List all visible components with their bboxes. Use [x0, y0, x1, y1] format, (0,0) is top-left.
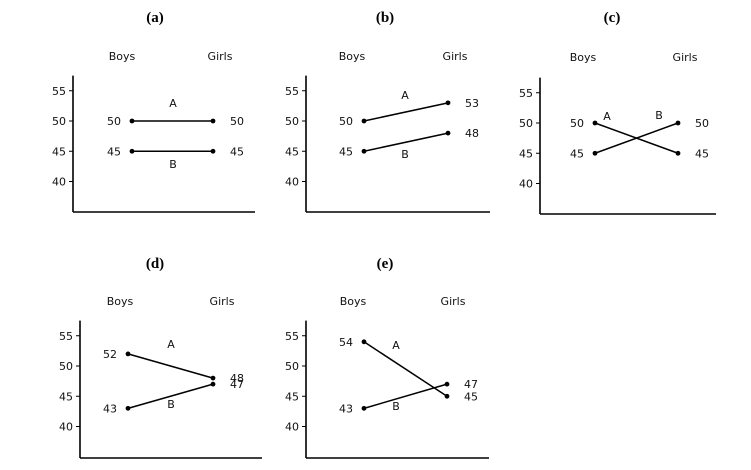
chart-panel-2: (b) Boys Girls 55 50 45 40 50 53 A 45 48 B: [285, 10, 490, 213]
series-line-B: [594, 122, 679, 154]
series-label-A: A: [392, 339, 400, 352]
data-label: 45: [230, 145, 244, 158]
series-label-B: B: [392, 400, 400, 413]
data-point: [592, 150, 598, 156]
category-label-girls: Girls: [210, 295, 235, 308]
chart-panel-5: (e) Boys Girls 55 50 45 40 54 45 A 43 47 B: [285, 256, 489, 459]
data-point: [444, 393, 450, 399]
series-label-B: B: [401, 148, 409, 161]
y-tick-label: 45: [285, 145, 299, 158]
y-tick-label: 45: [59, 390, 73, 403]
series-line-B: [363, 132, 449, 152]
data-label: 43: [339, 402, 353, 415]
category-label-girls: Girls: [208, 50, 233, 63]
series-line-B: [363, 383, 448, 410]
y-tick-label: 50: [59, 360, 73, 373]
category-label-boys: Boys: [107, 295, 134, 308]
series-label-B: B: [169, 158, 177, 171]
data-label: 52: [103, 348, 117, 361]
series-line-A: [363, 341, 448, 397]
data-point: [361, 148, 367, 154]
category-label-girls: Girls: [673, 51, 698, 64]
y-tick-label: 50: [285, 115, 299, 128]
series-line-A: [127, 353, 214, 379]
y-tick-label: 50: [285, 360, 299, 373]
data-point: [361, 118, 367, 124]
series-label-B: B: [655, 109, 663, 122]
chart-panel-1: (a) Boys Girls 55 50 45 40 50 50 A 45 45 B: [52, 10, 255, 213]
data-point: [445, 130, 451, 136]
data-point: [210, 381, 216, 387]
data-point: [592, 120, 598, 126]
data-label: 50: [230, 115, 244, 128]
data-label: 50: [107, 115, 121, 128]
data-point: [210, 118, 216, 124]
data-label: 48: [465, 127, 479, 140]
panel-label: (a): [146, 10, 164, 26]
y-tick-label: 50: [52, 115, 66, 128]
data-point: [675, 120, 681, 126]
data-point: [444, 381, 450, 387]
chart-panel-3: (c) Boys Girls 55 50 45 40 50 45 A 45 50 B: [519, 10, 716, 215]
y-tick-label: 40: [519, 178, 533, 191]
y-tick-label: 40: [285, 421, 299, 434]
data-label: 47: [464, 378, 478, 391]
category-label-boys: Boys: [340, 295, 367, 308]
panel-label: (d): [146, 256, 164, 272]
data-label: 50: [570, 117, 584, 130]
data-point: [129, 118, 135, 124]
data-point: [361, 405, 367, 411]
data-label: 45: [464, 390, 478, 403]
data-point: [210, 148, 216, 154]
panel-label: (e): [377, 256, 394, 272]
data-point: [129, 148, 135, 154]
y-tick-label: 40: [52, 176, 66, 189]
y-tick-label: 40: [285, 176, 299, 189]
panel-label: (b): [376, 10, 394, 26]
y-tick-label: 55: [52, 85, 66, 98]
series-label-A: A: [603, 110, 611, 123]
chart-panel-4: (d) Boys Girls 55 50 45 40 52 48 A 43 47 B: [59, 256, 262, 459]
series-label-A: A: [169, 97, 177, 110]
data-label: 43: [103, 402, 117, 415]
y-tick-label: 45: [285, 390, 299, 403]
data-point: [361, 339, 367, 345]
data-label: 45: [695, 147, 709, 160]
series-line-B: [127, 383, 214, 410]
y-tick-label: 45: [519, 147, 533, 160]
data-label: 50: [339, 115, 353, 128]
y-tick-label: 50: [519, 117, 533, 130]
category-label-boys: Boys: [109, 50, 136, 63]
data-point: [125, 405, 131, 411]
series-label-A: A: [401, 89, 409, 102]
data-point: [125, 351, 131, 357]
y-tick-label: 55: [519, 87, 533, 100]
data-point: [210, 375, 216, 381]
data-label: 50: [695, 117, 709, 130]
data-point: [675, 150, 681, 156]
data-label: 54: [339, 336, 353, 349]
data-label: 53: [465, 97, 479, 110]
series-label-A: A: [167, 338, 175, 351]
category-label-girls: Girls: [441, 295, 466, 308]
series-label-B: B: [167, 398, 175, 411]
y-tick-label: 55: [59, 330, 73, 343]
category-label-boys: Boys: [570, 51, 597, 64]
panel-label: (c): [604, 10, 621, 26]
data-label: 47: [230, 378, 244, 391]
category-label-boys: Boys: [339, 50, 366, 63]
series-line-A: [363, 102, 449, 122]
y-tick-label: 45: [52, 145, 66, 158]
data-label: 48: [230, 372, 244, 385]
data-label: 45: [339, 145, 353, 158]
y-tick-label: 40: [59, 421, 73, 434]
y-tick-label: 55: [285, 330, 299, 343]
data-point: [445, 100, 451, 106]
category-label-girls: Girls: [443, 50, 468, 63]
data-label: 45: [570, 147, 584, 160]
data-label: 45: [107, 145, 121, 158]
y-tick-label: 55: [285, 85, 299, 98]
